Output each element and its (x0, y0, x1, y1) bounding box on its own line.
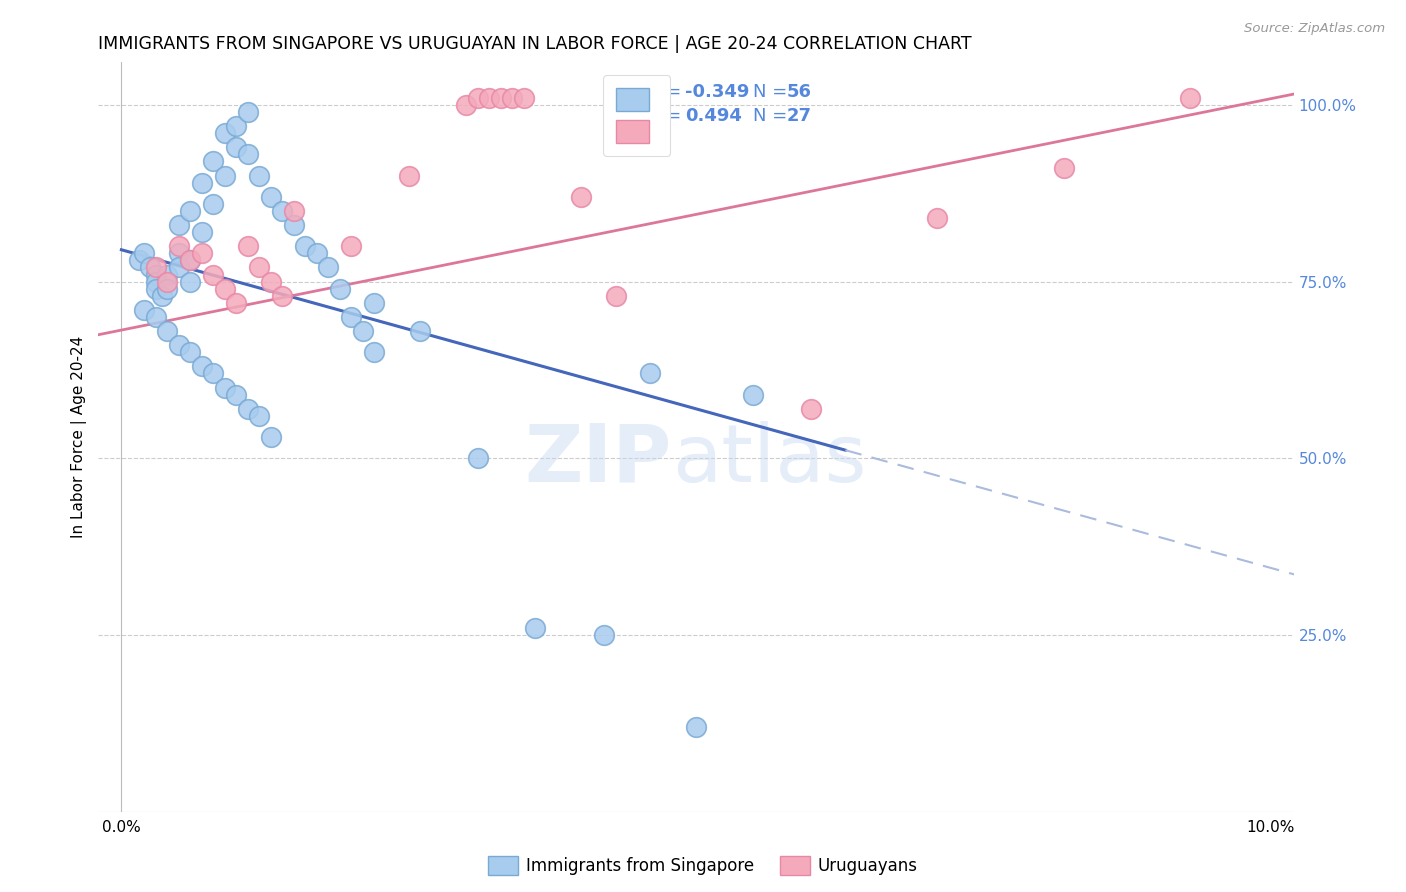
Point (202, 196, 225, 211)
Point (467, 91, 489, 105)
Legend: Immigrants from Singapore, Uruguayans: Immigrants from Singapore, Uruguayans (481, 849, 925, 882)
Text: atlas: atlas (672, 420, 866, 499)
Point (191, 359, 214, 374)
Point (225, 387, 247, 401)
Point (800, 401, 823, 416)
Point (398, 169, 420, 183)
Point (742, 387, 765, 401)
Point (202, 154, 225, 169)
Point (283, 218, 305, 232)
Text: N =: N = (754, 84, 793, 102)
Point (145, 275, 167, 289)
Point (167, 338, 190, 352)
Point (179, 253, 201, 268)
Point (236, 401, 259, 416)
Point (340, 239, 363, 253)
Point (501, 91, 523, 105)
Point (638, 367, 661, 381)
Point (167, 239, 190, 253)
Point (179, 253, 201, 268)
Point (167, 218, 190, 232)
Point (329, 282, 352, 296)
Point (128, 253, 150, 268)
Point (409, 324, 432, 338)
Point (225, 295, 247, 310)
Text: R =: R = (648, 84, 688, 102)
Y-axis label: In Labor Force | Age 20-24: In Labor Force | Age 20-24 (72, 336, 87, 538)
Point (271, 289, 294, 303)
Point (139, 260, 162, 275)
Point (191, 176, 214, 190)
Point (156, 268, 179, 282)
Text: 56: 56 (787, 84, 811, 102)
Point (225, 140, 247, 154)
Point (145, 282, 167, 296)
Point (247, 169, 270, 183)
Text: Source: ZipAtlas.com: Source: ZipAtlas.com (1244, 22, 1385, 36)
Point (145, 260, 167, 275)
Text: N =: N = (754, 107, 793, 126)
Point (524, 621, 547, 635)
Text: 0.494: 0.494 (685, 107, 742, 126)
Point (214, 282, 236, 296)
Point (156, 275, 179, 289)
Text: IMMIGRANTS FROM SINGAPORE VS URUGUAYAN IN LABOR FORCE | AGE 20-24 CORRELATION CH: IMMIGRANTS FROM SINGAPORE VS URUGUAYAN I… (98, 35, 972, 53)
Point (283, 203, 305, 218)
Legend: , : , (603, 75, 671, 156)
Point (191, 225, 214, 239)
Point (1053, 161, 1076, 176)
Point (316, 260, 339, 275)
Text: -0.349: -0.349 (685, 84, 749, 102)
Point (685, 720, 707, 734)
Point (202, 268, 225, 282)
Point (214, 126, 236, 140)
Point (247, 260, 270, 275)
Point (363, 295, 385, 310)
Point (225, 119, 247, 133)
Point (191, 246, 214, 260)
Point (456, 98, 478, 112)
Point (145, 310, 167, 324)
Point (236, 104, 259, 119)
Point (167, 246, 190, 260)
Point (214, 381, 236, 395)
Point (156, 324, 179, 338)
Point (260, 190, 283, 204)
Point (236, 147, 259, 161)
Point (260, 430, 283, 444)
Point (167, 260, 190, 275)
Point (150, 289, 173, 303)
Point (512, 91, 534, 105)
Point (156, 282, 179, 296)
Point (467, 451, 489, 466)
Point (569, 190, 592, 204)
Point (145, 268, 167, 282)
Point (593, 628, 616, 642)
Point (352, 324, 374, 338)
Point (271, 203, 294, 218)
Point (134, 302, 156, 317)
Point (489, 91, 512, 105)
Point (179, 345, 201, 359)
Text: 27: 27 (787, 107, 811, 126)
Point (179, 275, 201, 289)
Text: R =: R = (648, 107, 693, 126)
Point (294, 239, 316, 253)
Point (1178, 91, 1201, 105)
Point (927, 211, 949, 225)
Point (236, 239, 259, 253)
Point (247, 409, 270, 423)
Point (260, 275, 283, 289)
Point (363, 345, 385, 359)
Point (179, 203, 201, 218)
Text: ZIP: ZIP (524, 420, 672, 499)
Point (202, 367, 225, 381)
Point (340, 310, 363, 324)
Point (134, 246, 156, 260)
Point (478, 91, 501, 105)
Point (305, 246, 328, 260)
Point (214, 169, 236, 183)
Point (605, 289, 627, 303)
